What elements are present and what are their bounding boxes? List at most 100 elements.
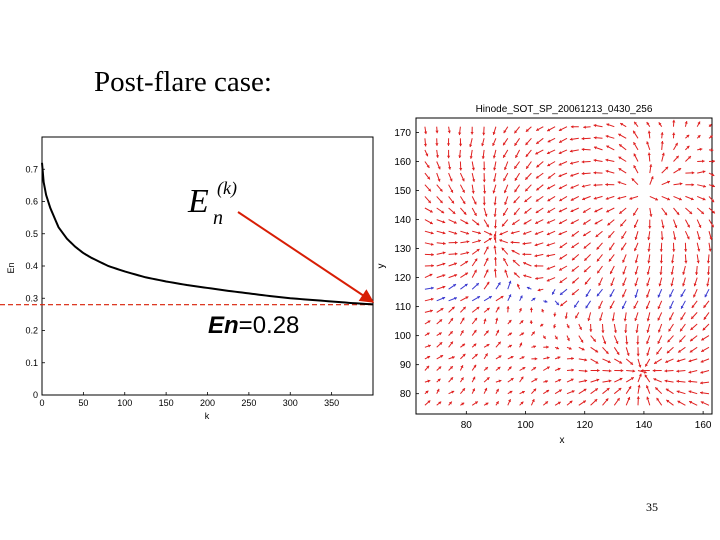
- right-y-axis-label: y: [376, 264, 387, 269]
- vector-arrowhead: [619, 210, 623, 214]
- vector-arrowhead: [631, 178, 635, 182]
- vector-arrowhead: [442, 251, 446, 255]
- vector-arrowhead: [700, 359, 704, 363]
- vector-arrowhead: [607, 360, 611, 363]
- vector-arrowhead: [610, 271, 613, 274]
- vector-arrowhead: [636, 396, 640, 399]
- vector-arrowhead: [450, 189, 454, 193]
- vector-arrowhead: [582, 400, 586, 404]
- vector-arrowhead: [702, 327, 706, 331]
- vector-arrowhead: [570, 161, 573, 165]
- vector-arrowhead: [523, 274, 527, 278]
- vector-arrowhead: [605, 134, 609, 138]
- vector-arrowhead: [564, 316, 568, 319]
- vector-arrowhead: [524, 210, 528, 214]
- vector-arrowhead: [485, 367, 488, 370]
- vector-arrowhead: [536, 175, 539, 179]
- vector-arrowhead: [616, 351, 620, 355]
- vector-arrowhead: [459, 168, 463, 171]
- vector-arrowhead: [646, 318, 650, 322]
- vector-arrowhead: [664, 212, 667, 216]
- vector-arrowhead: [619, 377, 623, 381]
- vector-arrowhead: [647, 237, 651, 241]
- vector-arrowhead: [593, 196, 597, 200]
- vector-arrowhead: [701, 349, 705, 352]
- vector-arrowhead: [497, 366, 501, 370]
- right-y-tick-label: 90: [400, 360, 412, 371]
- left-x-tick-label: 150: [159, 398, 174, 408]
- vector-arrowhead: [620, 223, 624, 227]
- vector-arrowhead: [493, 179, 497, 182]
- vector-arrowhead: [533, 388, 537, 392]
- vector-arrowhead: [581, 171, 585, 176]
- vector-arrowhead: [626, 353, 630, 356]
- energy-value-label: En=0.28: [208, 312, 299, 339]
- vector-arrowhead: [594, 146, 597, 150]
- vector-arrowhead: [571, 368, 574, 372]
- vector-arrowhead: [431, 286, 434, 290]
- vector-arrowhead: [472, 388, 476, 392]
- vector-arrowhead: [664, 379, 668, 383]
- vector-arrowhead: [547, 198, 551, 202]
- vector-arrowhead: [423, 143, 427, 147]
- vector-arrowhead: [647, 260, 651, 264]
- vector-arrowhead: [532, 297, 536, 301]
- vector-arrowhead: [449, 331, 453, 335]
- vector-arrowhead: [473, 364, 477, 368]
- vector-arrowhead: [546, 266, 550, 270]
- vector-arrowhead: [547, 209, 551, 213]
- vector-arrowhead: [638, 364, 642, 368]
- vector-arrowhead: [440, 355, 444, 358]
- vector-arrowhead: [632, 369, 636, 373]
- vector-arrowhead: [598, 282, 602, 286]
- vector-arrowhead: [640, 369, 644, 373]
- vector-arrowhead: [501, 247, 505, 251]
- page-number: 35: [646, 500, 658, 514]
- vector-arrowhead: [684, 249, 688, 252]
- vector-arrowhead: [556, 302, 559, 306]
- vector-arrowhead: [559, 280, 563, 283]
- vector-arrowhead: [461, 317, 465, 321]
- vector-arrowhead: [534, 264, 537, 268]
- vector-arrowhead: [508, 319, 512, 323]
- vector-arrowhead: [611, 318, 615, 322]
- vector-arrowhead: [610, 283, 614, 286]
- vector-arrowhead: [493, 237, 497, 241]
- vector-arrowhead: [525, 176, 529, 180]
- vector-arrowhead: [503, 154, 506, 158]
- vector-arrowhead: [466, 231, 469, 235]
- vector-arrowhead: [679, 182, 683, 186]
- vector-arrowhead: [454, 297, 457, 300]
- vector-arrowhead: [536, 128, 540, 131]
- vector-arrowhead: [442, 262, 446, 266]
- vector-arrowhead: [489, 232, 493, 236]
- vector-arrowhead: [520, 320, 524, 324]
- vector-arrowhead: [506, 306, 510, 309]
- vector-arrowhead: [509, 390, 513, 394]
- vector-arrowhead: [617, 181, 621, 185]
- vector-arrowhead: [465, 221, 469, 225]
- vector-arrowhead: [546, 278, 550, 282]
- vector-arrowhead: [599, 318, 603, 321]
- vector-arrowhead: [465, 272, 468, 276]
- vector-arrowhead: [699, 147, 703, 151]
- vector-arrowhead: [634, 271, 638, 275]
- vector-arrowhead: [594, 209, 598, 213]
- vector-arrowhead: [514, 177, 518, 181]
- vector-arrowhead: [427, 355, 431, 359]
- vector-arrowhead: [508, 280, 512, 284]
- vector-arrowhead: [636, 353, 640, 357]
- right-y-tick-label: 100: [394, 331, 411, 342]
- vector-arrowhead: [629, 196, 633, 200]
- vector-arrowhead: [559, 256, 563, 260]
- vector-arrowhead: [483, 191, 487, 194]
- vector-arrowhead: [621, 235, 625, 239]
- vector-arrowhead: [646, 385, 649, 389]
- vector-arrowhead: [609, 294, 613, 297]
- vector-arrowhead: [473, 212, 477, 216]
- right-x-axis-label: x: [560, 435, 565, 446]
- vector-arrowhead: [702, 170, 706, 174]
- vector-arrowhead: [670, 283, 674, 287]
- vector-arrowhead: [514, 272, 517, 276]
- vector-arrowhead: [513, 200, 517, 204]
